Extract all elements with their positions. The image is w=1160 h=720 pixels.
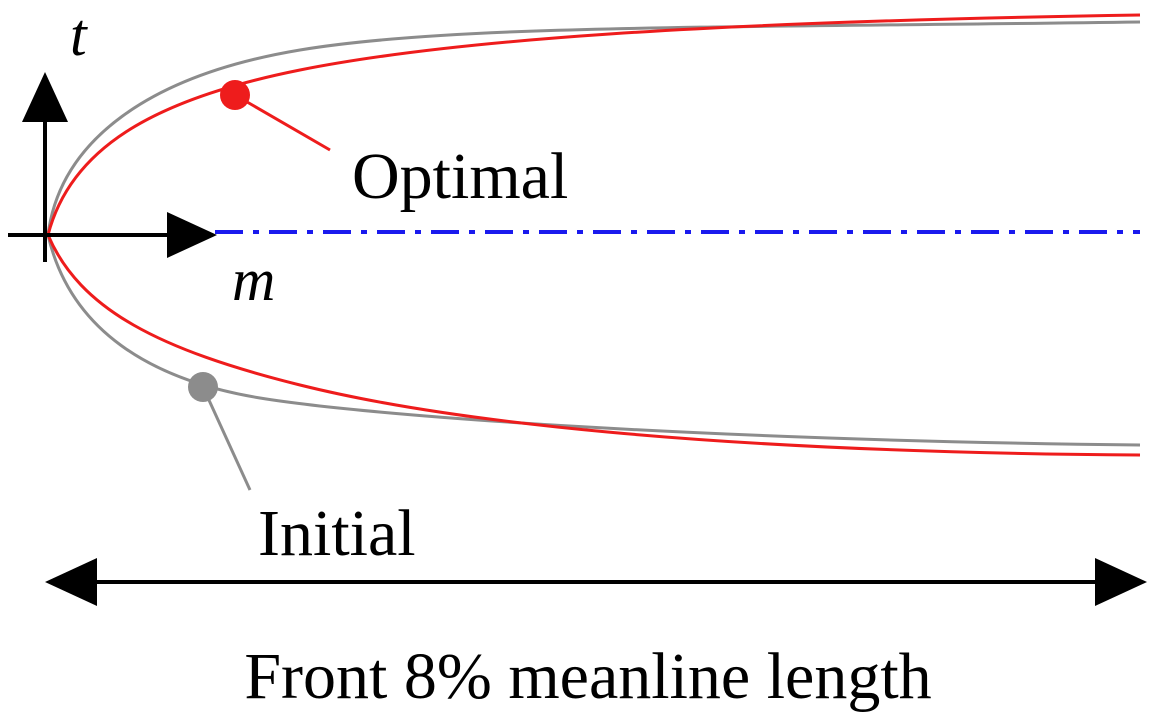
initial-label: Initial — [258, 497, 416, 570]
initial-lower-curve — [46, 234, 1141, 447]
optimal-upper-curve — [46, 13, 1141, 236]
initial-marker — [188, 372, 218, 402]
optimal-lower-curve — [46, 234, 1141, 457]
length-arrowhead-right — [1095, 558, 1147, 606]
t-axis-arrowhead — [22, 72, 68, 122]
caption: Front 8% meanline length — [244, 640, 931, 713]
optimal-label: Optimal — [352, 140, 568, 213]
initial-leader — [201, 386, 252, 491]
m-axis-label: m — [232, 247, 275, 313]
optimal-marker — [220, 80, 250, 110]
length-arrowhead-left — [45, 558, 97, 606]
m-axis-arrowhead — [167, 212, 217, 258]
initial-upper-curve — [46, 20, 1141, 236]
optimal-leader — [234, 93, 331, 152]
t-axis-label: t — [70, 2, 88, 68]
